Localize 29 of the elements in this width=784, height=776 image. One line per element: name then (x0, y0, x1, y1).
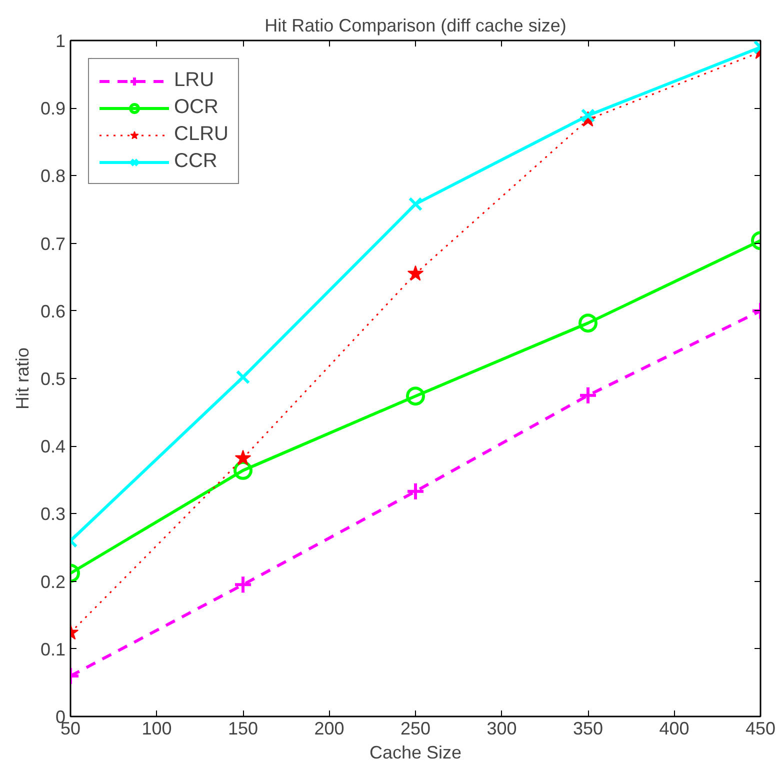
y-axis-title: Hit ratio (12, 347, 32, 410)
y-tick-label: 0.5 (40, 369, 66, 389)
y-tick-label: 0.4 (40, 436, 66, 457)
x-tick-label: 400 (659, 718, 690, 738)
x-tick-label: 450 (745, 718, 776, 738)
x-tick-label: 100 (142, 718, 172, 738)
chart-title: Hit Ratio Comparison (diff cache size) (264, 16, 566, 36)
y-tick-label: 0.9 (40, 98, 66, 119)
x-tick-label: 300 (486, 718, 517, 738)
y-tick-label: 0.8 (40, 166, 66, 186)
y-tick-label: 1 (55, 31, 66, 51)
y-tick-label: 0.7 (40, 234, 66, 254)
x-tick-label: 350 (572, 718, 604, 738)
x-tick-label: 250 (400, 718, 431, 738)
x-tick-label: 150 (228, 718, 258, 738)
y-tick-label: 0.2 (40, 572, 66, 592)
point (408, 196, 423, 212)
point (406, 386, 425, 406)
legend-label: CLRU (174, 123, 228, 146)
point (407, 265, 424, 281)
y-tick-label: 0.1 (40, 639, 66, 660)
point (406, 482, 425, 501)
legend-label: CCR (174, 150, 218, 173)
y-tick-label: 0.6 (40, 301, 66, 322)
legend-label: OCR (174, 96, 218, 119)
legend-label: LRU (174, 69, 214, 92)
x-axis-title: Cache Size (369, 742, 462, 762)
y-tick-label: 0.3 (40, 504, 66, 524)
x-tick-label: 200 (314, 718, 344, 738)
